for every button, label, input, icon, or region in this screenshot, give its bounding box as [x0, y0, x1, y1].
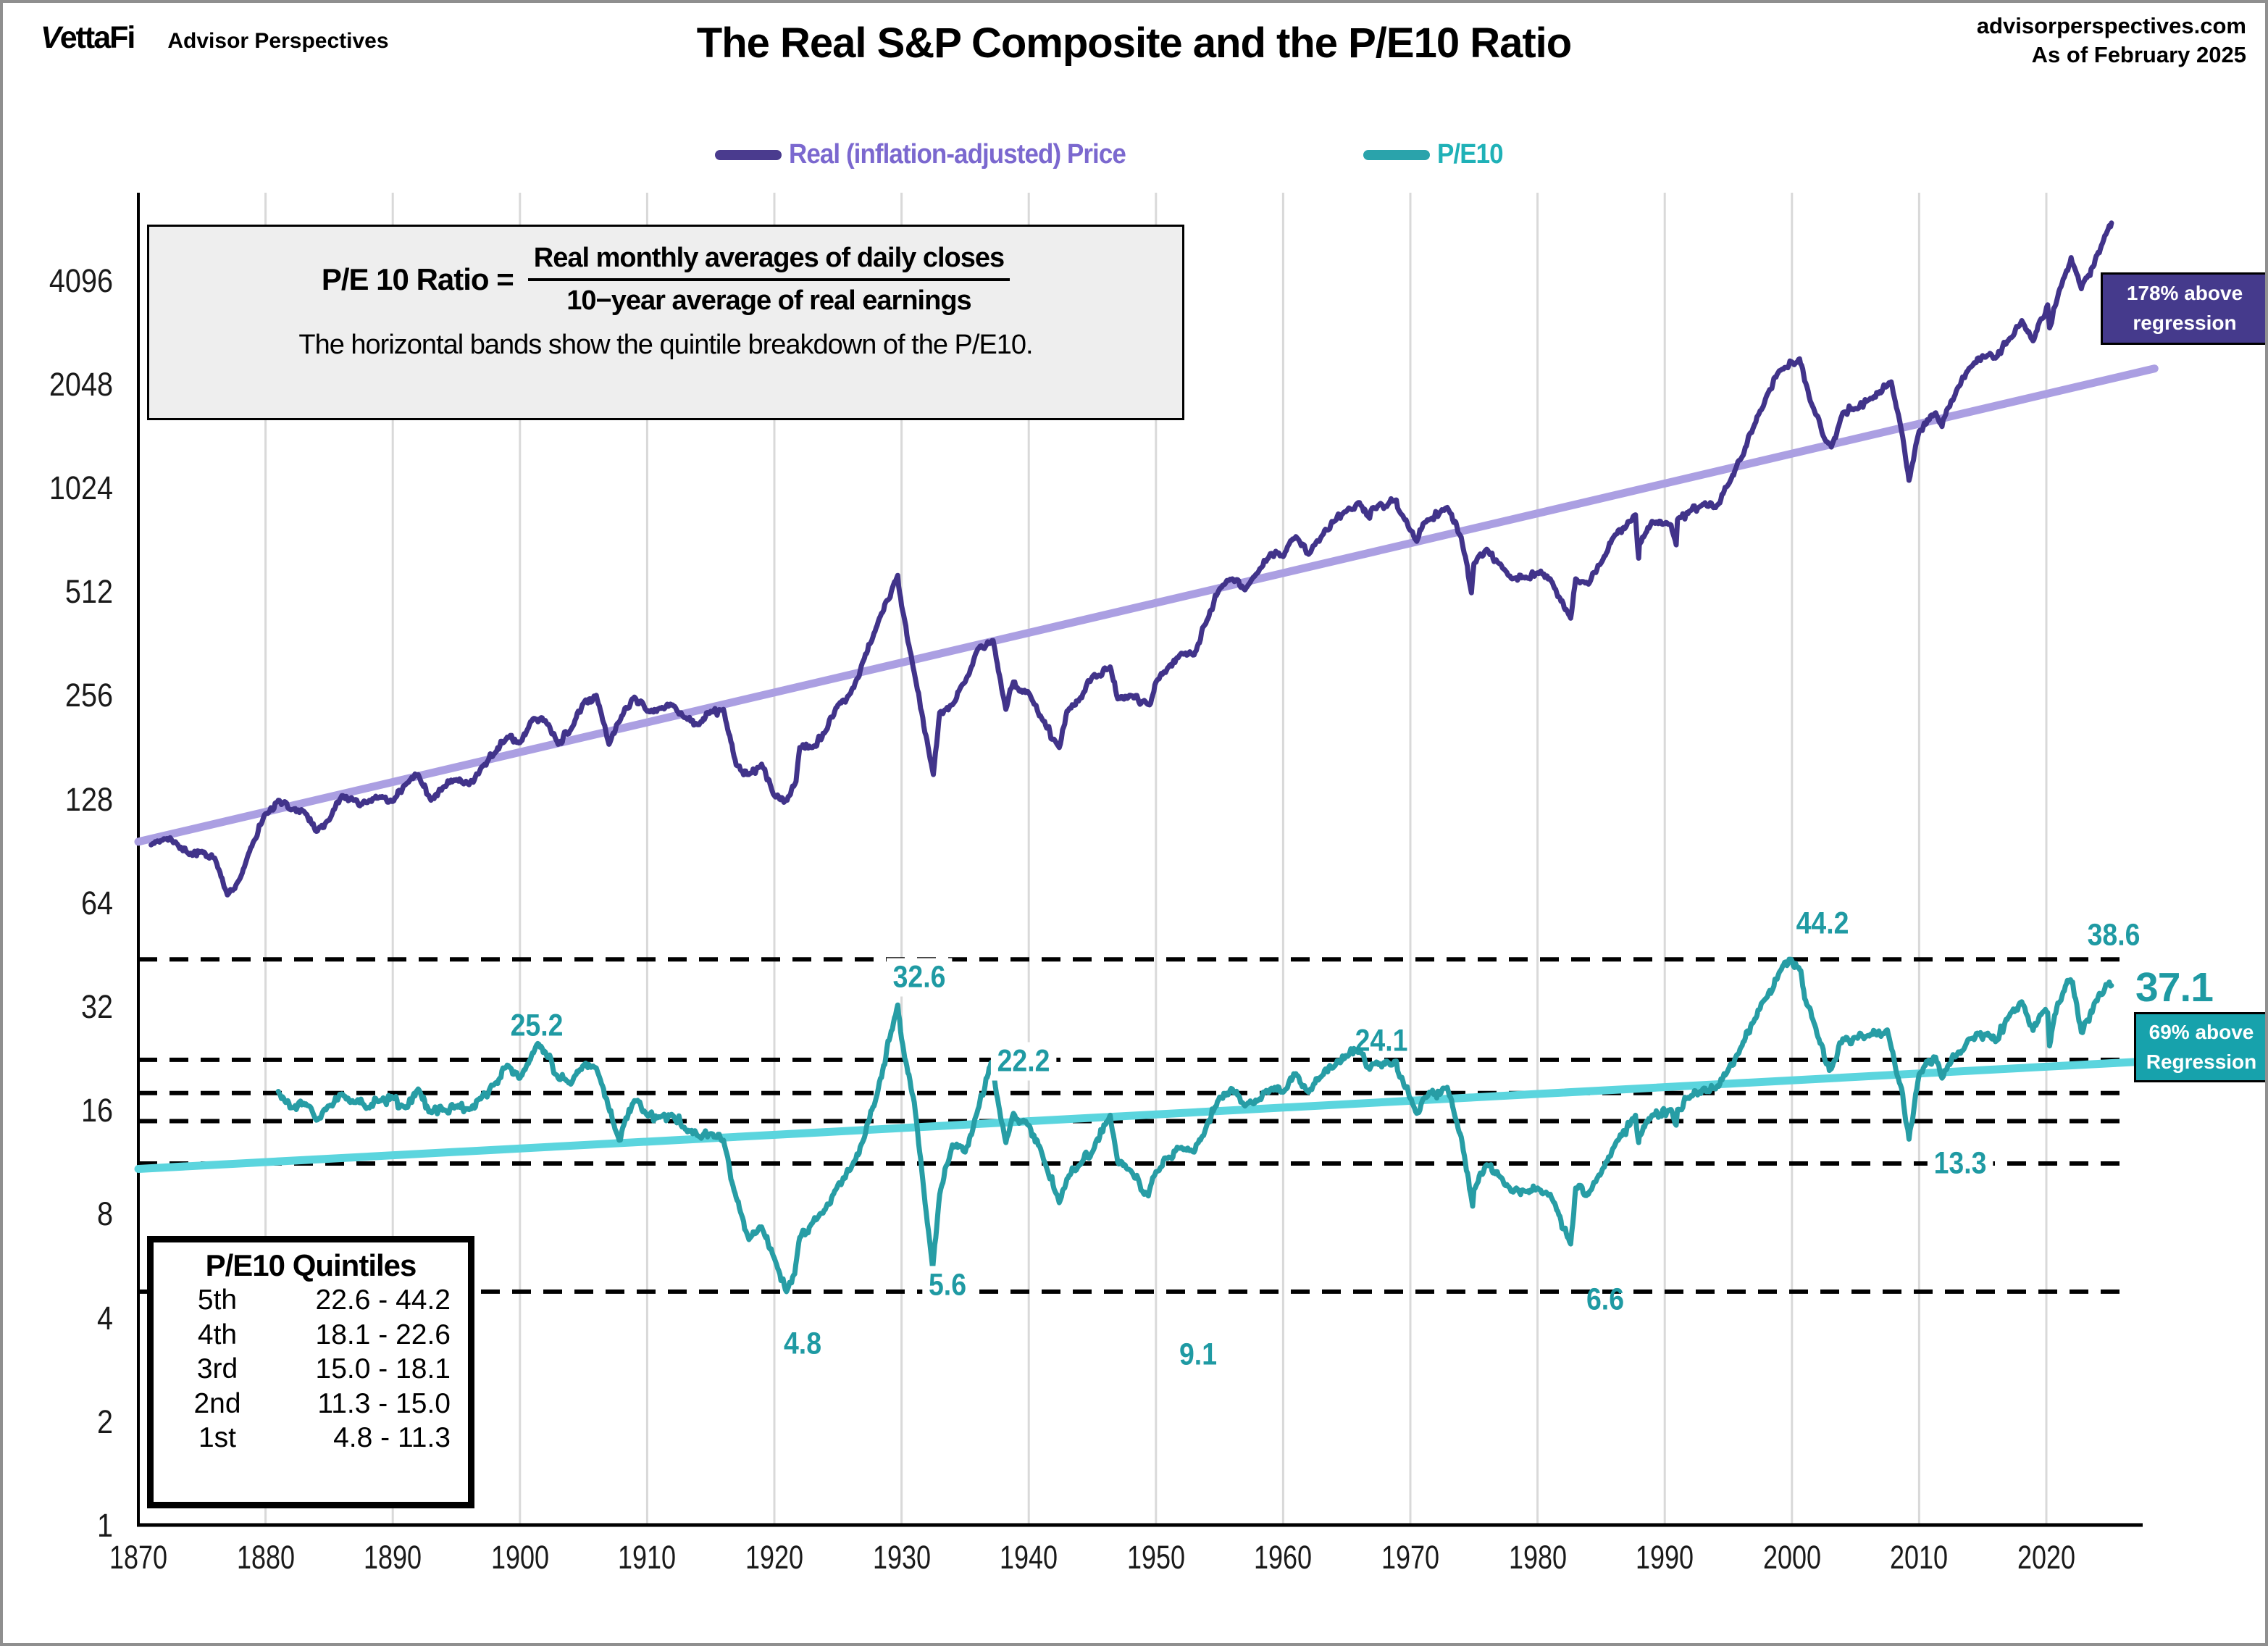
- pe-regression-callout: 69% above Regression: [2134, 1012, 2265, 1082]
- formula-denominator: 10−year average of real earnings: [527, 278, 1010, 317]
- quintile-range: 18.1 - 22.6: [315, 1319, 451, 1350]
- as-of-date: As of February 2025: [2031, 42, 2246, 68]
- formula-lhs: P/E 10 Ratio =: [321, 262, 514, 296]
- source-attribution: advisorperspectives.com As of February 2…: [1977, 12, 2246, 70]
- source-url: advisorperspectives.com: [1976, 13, 2246, 38]
- quintile-row: 3rd 15.0 - 18.1: [154, 1352, 468, 1387]
- pe10-series-line: [275, 956, 2114, 1295]
- quintile-bands-note: The horizontal bands show the quintile b…: [298, 330, 1033, 360]
- formula-fraction: Real monthly averages of daily closes 10…: [527, 243, 1010, 317]
- price-regression-callout: 178% above regression: [2101, 272, 2265, 345]
- brand-subtitle: Advisor Perspectives: [167, 29, 389, 53]
- quintile-row: 1st 4.8 - 11.3: [154, 1421, 468, 1455]
- quintile-row: 5th 22.6 - 44.2: [154, 1283, 468, 1318]
- legend-item-real-price: Real (inflation-adjusted) Price: [715, 139, 1155, 170]
- quintile-range: 11.3 - 15.0: [317, 1387, 451, 1419]
- price-series-line: [148, 220, 2114, 898]
- quintile-legend-box: P/E10 Quintiles 5th 22.6 - 44.2 4th 18.1…: [147, 1236, 474, 1508]
- legend-swatch-price: [715, 149, 782, 160]
- quintile-box-title: P/E10 Quintiles: [205, 1248, 417, 1282]
- pe-callout-line1: 69% above: [2148, 1020, 2254, 1043]
- chart-legend: Real (inflation-adjusted) Price P/E10: [715, 139, 1509, 170]
- legend-label-price: Real (inflation-adjusted) Price: [789, 139, 1126, 170]
- pe10-regression-line: [134, 1058, 2142, 1173]
- quintile-row: 4th 18.1 - 22.6: [154, 1318, 468, 1353]
- quintile-range: 22.6 - 44.2: [315, 1284, 451, 1316]
- quintile-ordinal: 5th: [197, 1284, 238, 1316]
- quintile-ordinal: 2nd: [193, 1387, 241, 1419]
- formula-row: P/E 10 Ratio = Real monthly averages of …: [149, 243, 1182, 317]
- formula-numerator: Real monthly averages of daily closes: [533, 243, 1005, 273]
- quintile-ordinal: 3rd: [196, 1353, 238, 1385]
- legend-label-pe10: P/E10: [1437, 139, 1504, 170]
- quintile-range: 15.0 - 18.1: [315, 1353, 451, 1385]
- brand-bar: VettaFi Advisor Perspectives: [41, 20, 389, 56]
- pe-callout-line2: Regression: [2146, 1050, 2257, 1073]
- quintile-range: 4.8 - 11.3: [333, 1422, 451, 1454]
- legend-item-pe10: P/E10: [1363, 139, 1509, 170]
- current-pe10-value: 37.1: [2135, 964, 2214, 1011]
- quintile-ordinal: 4th: [197, 1319, 238, 1350]
- price-callout-line1: 178% above: [2126, 282, 2243, 305]
- quintile-row: 2nd 11.3 - 15.0: [154, 1387, 468, 1421]
- legend-swatch-pe10: [1363, 149, 1431, 160]
- price-callout-line2: regression: [2133, 312, 2237, 334]
- quintile-ordinal: 1st: [198, 1422, 237, 1454]
- page-title: The Real S&P Composite and the P/E10 Rat…: [696, 20, 1572, 67]
- price-regression-line: [134, 364, 2159, 846]
- formula-box: P/E 10 Ratio = Real monthly averages of …: [147, 225, 1184, 420]
- vettafi-logo: VettaFi: [41, 20, 135, 55]
